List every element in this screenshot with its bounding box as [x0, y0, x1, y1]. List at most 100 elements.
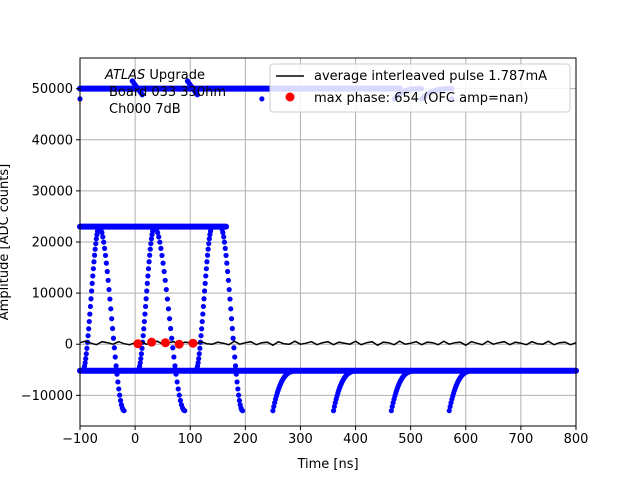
pulse-sample	[138, 351, 145, 357]
pulse-sample	[84, 345, 90, 351]
pulse-sample	[166, 316, 173, 322]
pulse-sample	[232, 354, 238, 360]
pulse-sample	[144, 288, 150, 294]
pulse-sample	[203, 273, 209, 279]
pulse-sample	[83, 356, 89, 362]
pulse-sample	[155, 229, 161, 236]
pulse-sample	[173, 371, 179, 377]
pulse-sample	[170, 345, 176, 351]
pulse-sample	[233, 371, 239, 377]
pulse-sample	[222, 245, 228, 251]
x-tick-label: 200	[233, 432, 258, 447]
pulse-sample	[199, 318, 205, 325]
pulse-sample	[148, 236, 155, 242]
y-tick-label: −10000	[21, 389, 73, 404]
pulse-sample	[236, 392, 242, 398]
high-rail-spike	[259, 96, 265, 102]
pulse-sample	[146, 259, 152, 265]
pulse-sample	[117, 392, 123, 398]
pulse-sample	[86, 326, 92, 332]
pulse-sample	[159, 252, 165, 259]
pulse-sample	[142, 311, 148, 317]
pulse-sample	[110, 335, 117, 341]
pulse-sample	[201, 296, 207, 302]
pulse-sample	[140, 333, 146, 339]
pulse-sample	[100, 234, 106, 240]
annotation-line-1: ATLAS Upgrade	[104, 68, 205, 83]
pulse-sample	[330, 408, 337, 414]
pulse-sample	[90, 266, 96, 272]
pulse-sample	[103, 260, 109, 266]
legend-entry-max-phase: max phase: 654 (OFC amp=nan)	[314, 91, 528, 106]
pulse-sample	[165, 306, 172, 312]
y-tick-label: 0	[65, 338, 73, 353]
pulse-sample	[138, 356, 144, 362]
pulse-sample	[200, 303, 207, 310]
pulse-sample	[355, 368, 361, 374]
pulse-sample	[235, 386, 241, 392]
pulse-sample	[102, 252, 109, 259]
pulse-sample	[198, 333, 204, 339]
pulse-sample	[160, 260, 166, 266]
pulse-sample	[200, 311, 206, 317]
x-tick-label: 800	[564, 432, 589, 447]
x-tick-label: −100	[62, 432, 98, 447]
x-tick-label: 400	[343, 432, 368, 447]
pulse-sample	[105, 277, 111, 283]
pulse-sample	[143, 296, 149, 302]
pulse-sample	[91, 252, 98, 258]
pulse-sample	[205, 246, 211, 252]
pulse-sample	[295, 368, 301, 374]
pulse-sample	[169, 335, 175, 341]
y-tick-label: 20000	[32, 236, 73, 251]
y-axis-title: Amplitude [ADC counts]	[0, 164, 12, 320]
pulse-sample	[172, 363, 178, 369]
legend: average interleaved pulse 1.787mA max ph…	[269, 63, 571, 113]
pulse-sample	[115, 379, 121, 385]
pulse-sample	[109, 325, 116, 332]
pulse-sample	[175, 386, 181, 392]
pulse-sample	[228, 306, 234, 312]
pulse-sample	[121, 408, 127, 414]
pulse-sample	[224, 260, 230, 266]
pulse-sample	[93, 236, 99, 242]
pulse-sample	[221, 234, 227, 240]
pulse-sample	[164, 296, 170, 302]
annotation-line-2: Board 033 330hm	[109, 85, 226, 100]
pulse-sample	[114, 371, 120, 377]
pulse-sample	[91, 259, 97, 265]
pulse-sample	[197, 345, 203, 351]
pulse-sample	[204, 252, 211, 258]
pulse-sample	[226, 286, 232, 293]
pulse-sample	[225, 268, 231, 275]
pulse-sample	[229, 325, 235, 332]
pulse-sample	[117, 397, 124, 404]
pulse-sample	[86, 318, 92, 325]
pulse-sample	[111, 345, 117, 351]
pulse-sample	[141, 318, 147, 325]
pulse-sample	[87, 303, 94, 310]
pulse-sample	[182, 408, 188, 414]
pulse-sample	[413, 368, 419, 374]
pulse-sample	[206, 241, 212, 247]
pulse-sample	[141, 326, 147, 332]
pulse-sample	[88, 296, 94, 302]
max-phase-point	[188, 338, 198, 348]
pulse-sample	[270, 408, 276, 414]
x-tick-label: 0	[131, 432, 139, 447]
pulse-sample	[148, 241, 154, 247]
pulse-sample	[145, 273, 151, 279]
max-phase-point	[147, 337, 157, 347]
pulse-sample	[142, 303, 149, 310]
pulse-sample	[234, 379, 240, 385]
pulse-sample	[83, 351, 89, 357]
pulse-sample	[195, 360, 201, 366]
x-tick-label: 300	[288, 432, 313, 447]
pulse-sample	[113, 363, 119, 369]
pulse-sample	[225, 277, 232, 283]
pulse-sample	[231, 345, 237, 351]
pulse-sample	[232, 363, 239, 369]
pulse-sample	[223, 252, 229, 259]
legend-box	[269, 63, 571, 113]
pulse-sample	[85, 333, 91, 339]
